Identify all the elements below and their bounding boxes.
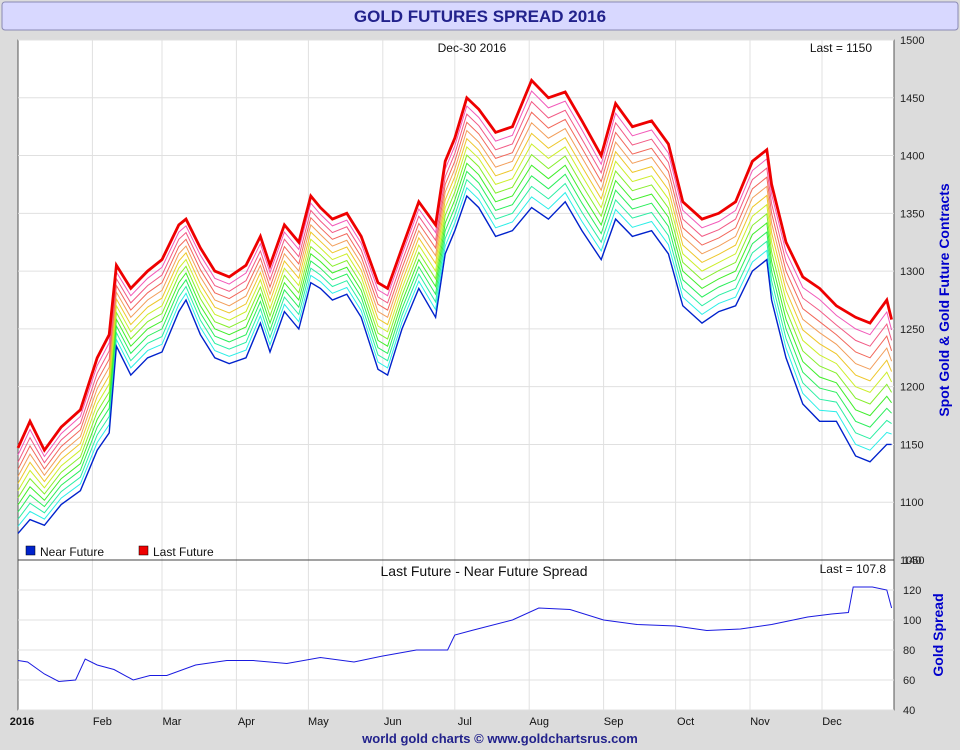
x-tick-label: Nov [750,716,770,728]
bottom-y-tick-label: 120 [903,585,921,597]
top-y-tick-label: 1500 [900,35,924,47]
near-future-legend-swatch [25,545,36,556]
contract-line [17,121,893,477]
top-y-tick-label: 1350 [900,208,924,220]
last-future-legend-label: Last Future [153,545,214,559]
plot-frame [17,39,895,711]
bottom-y-tick-label: 40 [903,705,915,717]
top-y-tick-label: 1200 [900,382,924,394]
spread-panel-title: Last Future - Near Future Spread [381,563,588,579]
x-tick-label: Aug [529,716,549,728]
top-y-tick-labels: 1050 1100 1150 1200 1250 1300 1350 1400 1450 1500 [900,35,924,567]
title-bar [1,1,959,31]
x-tick-label: Sep [604,716,624,728]
contract-line [17,186,892,527]
top-y-tick-label: 1050 [900,555,924,567]
bottom-y-tick-label: 80 [903,645,915,657]
x-tick-label: Oct [677,716,694,728]
top-y-tick-label: 1250 [900,324,924,336]
top-y-tick-label: 1450 [900,93,924,105]
date-label: Dec-30 2016 [438,41,507,55]
x-tick-label: Apr [238,716,255,728]
x-tick-label: 2016 [10,716,34,728]
futures-lines [16,77,893,534]
x-tick-label: Mar [163,716,182,728]
x-tick-label: May [308,716,329,728]
contract-line [17,170,892,513]
bottom-y-tick-labels: 40 60 80 100 120 140 [903,555,921,717]
top-y-tick-label: 1150 [900,439,924,451]
top-y-axis-label: Spot Gold & Gold Future Contracts [936,183,952,417]
bottom-y-tick-label: 60 [903,675,915,687]
contract-line [17,162,893,506]
x-tick-label: Dec [822,716,842,728]
spread-line [17,586,893,683]
spread-lines [17,586,893,683]
last-future-line [16,77,893,453]
contract-line [17,143,893,491]
near-future-legend-label: Near Future [40,545,104,559]
x-tick-labels: 2016 Feb Mar Apr May Jun Jul Aug Sep Oct Nov Dec [10,716,843,728]
x-tick-label: Jun [384,716,402,728]
bottom-y-axis-label: Gold Spread [930,593,946,676]
x-tick-label: Feb [93,716,112,728]
bottom-y-tick-label: 140 [903,555,921,567]
contract-line [17,178,892,520]
bottom-y-tick-label: 100 [903,615,921,627]
contract-line [17,90,893,458]
top-last-label: Last = 1150 [810,41,872,55]
top-y-tick-label: 1400 [900,151,924,163]
contract-line [17,111,893,470]
contract-line [17,153,893,499]
contract-line [17,100,893,464]
footer-credit: world gold charts © www.goldchartsrus.co… [361,731,638,746]
x-tick-label: Jul [458,716,472,728]
top-y-tick-label: 1100 [900,497,924,509]
chart-title: GOLD FUTURES SPREAD 2016 [354,7,606,26]
near-future-line [17,194,892,534]
contract-line [17,132,893,484]
last-future-legend-swatch [138,545,149,556]
top-y-tick-label: 1300 [900,266,924,278]
spread-last-label: Last = 107.8 [820,562,887,576]
